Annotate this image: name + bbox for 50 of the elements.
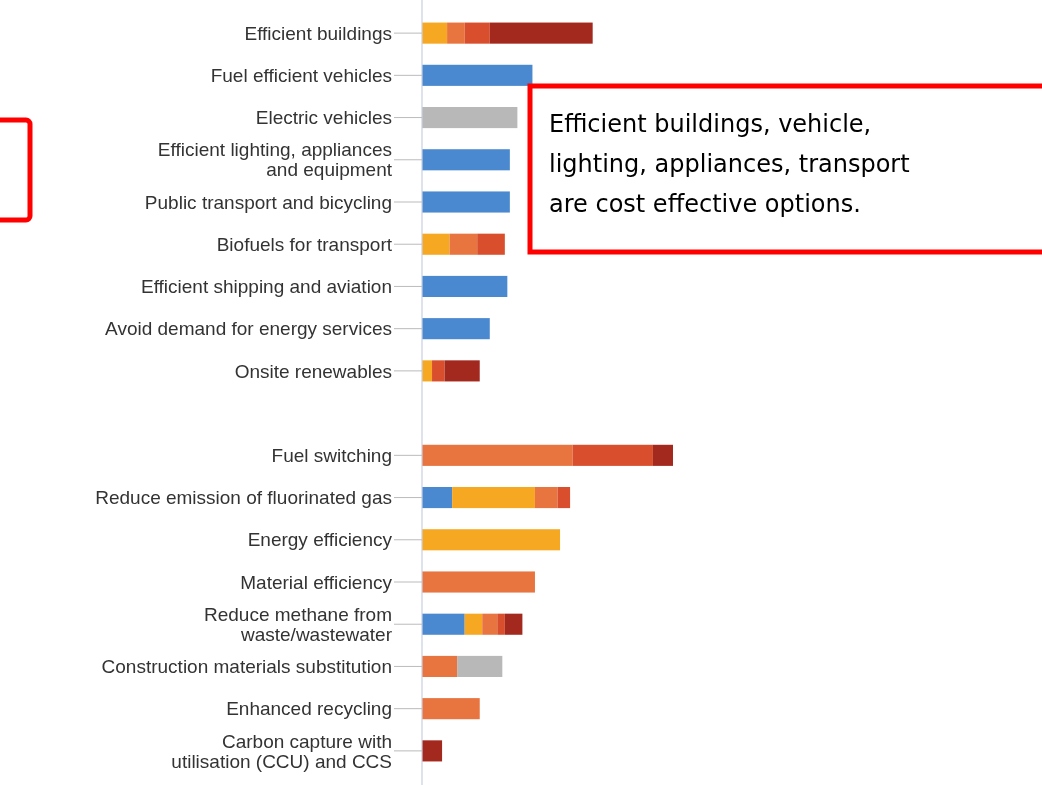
bar — [489, 22, 593, 44]
y-tick-label: Fuel switching — [271, 444, 392, 466]
y-tick-label: Fuel efficient vehicles — [210, 64, 392, 86]
bar — [557, 487, 571, 509]
y-tick-label: Biofuels for transport — [216, 233, 393, 255]
y-tick-label: Enhanced recycling — [226, 698, 392, 720]
bar — [422, 275, 508, 297]
annotation: Efficient buildings, vehicle, lighting, appliances, transport are cost effective options. — [549, 110, 910, 218]
bar — [422, 318, 490, 340]
y-tick-label: Efficient lighting, appliances and equipment — [157, 139, 393, 181]
bar — [534, 487, 558, 509]
bar — [449, 233, 478, 255]
bar — [457, 655, 503, 677]
bar — [422, 655, 458, 677]
y-tick-label: Avoid demand for energy services — [105, 318, 392, 340]
bar — [572, 444, 653, 466]
bar — [422, 191, 510, 213]
bar — [464, 22, 490, 44]
bar — [422, 233, 450, 255]
y-tick-label: Reduce methane from waste/wastewater — [204, 603, 393, 645]
bar — [452, 487, 535, 509]
bar — [464, 613, 483, 635]
y-tick-label: Efficient buildings — [244, 22, 392, 44]
y-tick-label: Public transport and bicycling — [144, 191, 392, 213]
y-tick-label: Construction materials substitution — [101, 656, 392, 678]
bar — [422, 740, 443, 762]
y-tick-label: Efficient shipping and aviation — [140, 276, 392, 298]
bar — [422, 613, 465, 635]
bar — [432, 360, 445, 382]
y-tick-label: Onsite renewables — [234, 360, 392, 382]
y-tick-label: Carbon capture with utilisation (CCU) and CCS — [171, 730, 392, 772]
bar — [447, 22, 465, 44]
bar — [477, 233, 505, 255]
bar — [422, 698, 480, 720]
bar — [422, 64, 533, 86]
bar — [422, 529, 561, 551]
y-tick-label: Reduce emission of fluorinated gas — [95, 487, 392, 509]
bar — [482, 613, 498, 635]
bar — [422, 487, 453, 509]
bar — [422, 22, 448, 44]
y-tick-label: Material efficiency — [240, 571, 393, 593]
bar — [422, 149, 510, 171]
bar — [422, 571, 535, 593]
bar — [504, 613, 523, 635]
bar — [497, 613, 505, 635]
y-tick-label: Energy efficiency — [247, 529, 393, 551]
y-tick-label: Electric vehicles — [255, 107, 392, 129]
bar — [652, 444, 673, 466]
bar — [444, 360, 480, 382]
bar — [422, 444, 573, 466]
